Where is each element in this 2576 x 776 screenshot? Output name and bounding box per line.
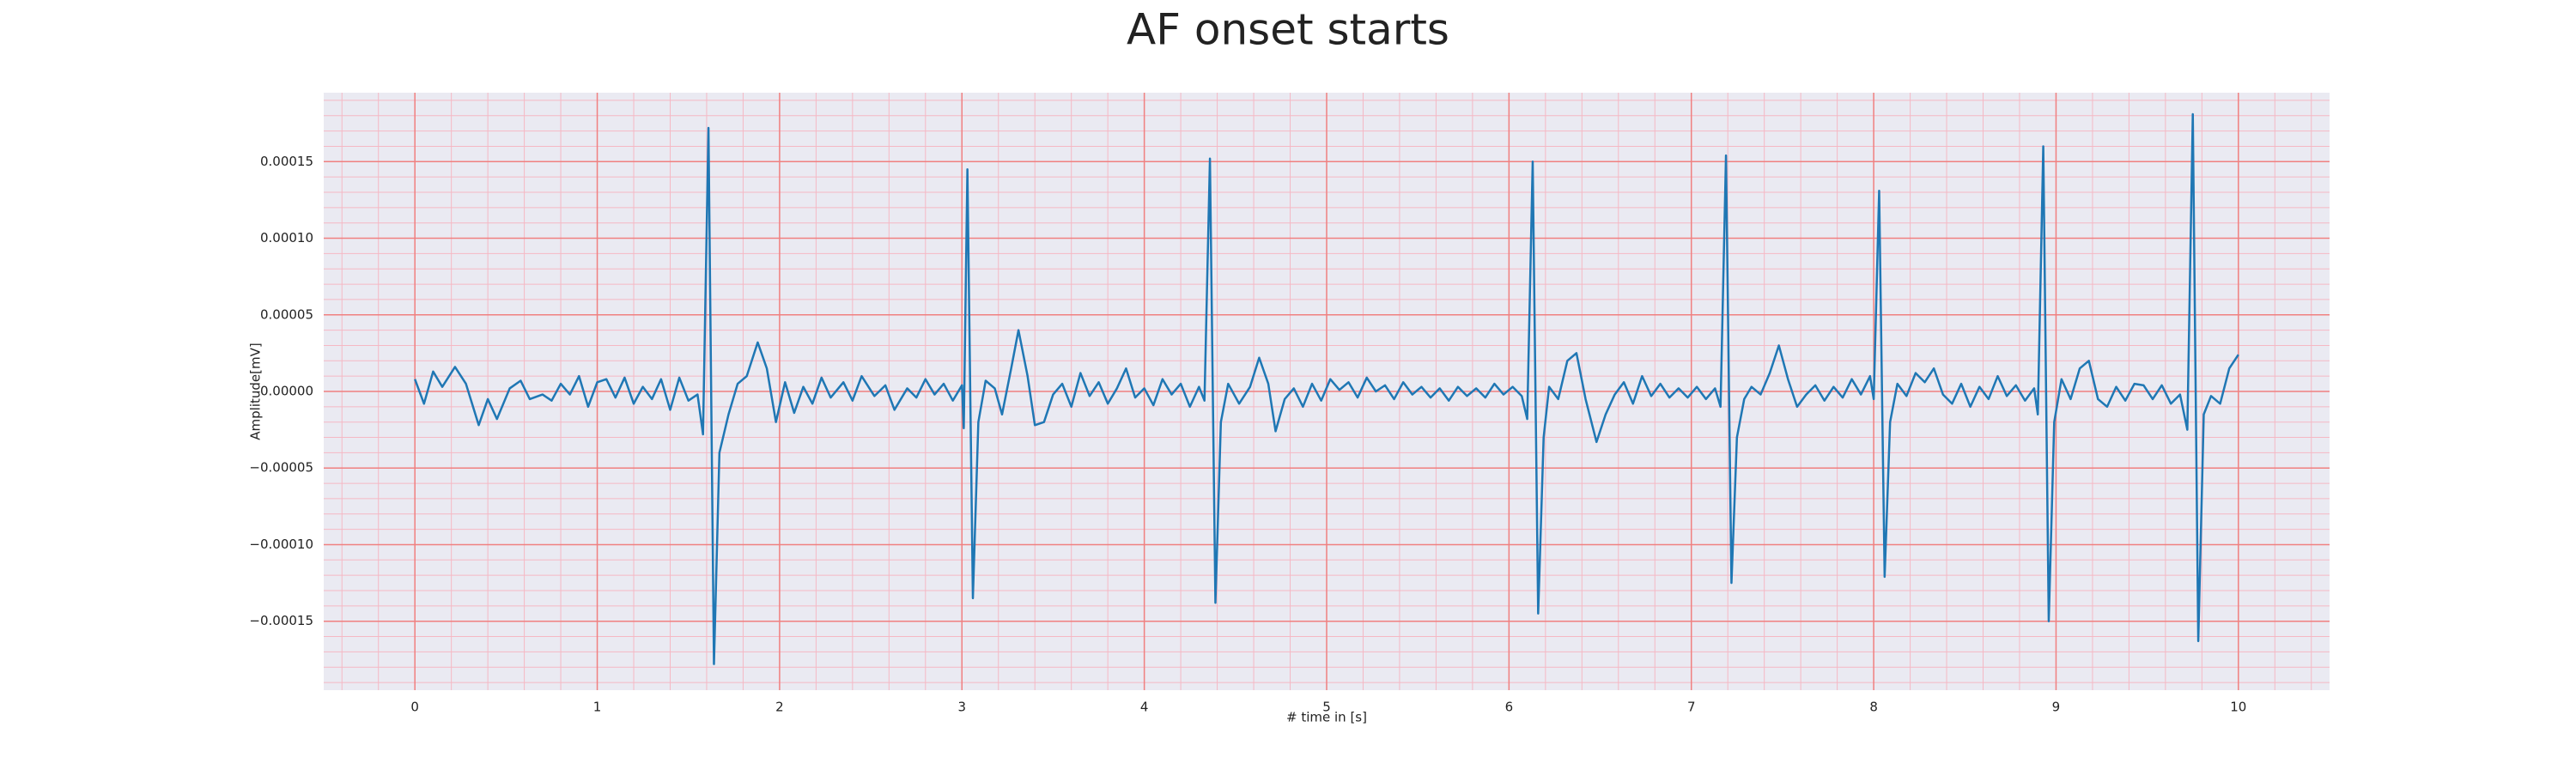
y-tick-label: −0.00015 bbox=[249, 613, 313, 628]
x-tick-label: 6 bbox=[1505, 700, 1514, 715]
x-tick-label: 1 bbox=[593, 700, 602, 715]
x-tick-label: 2 bbox=[775, 700, 784, 715]
x-tick-label: 7 bbox=[1687, 700, 1696, 715]
series-line bbox=[414, 112, 2239, 665]
y-axis-label: Amplitude[mV] bbox=[248, 343, 264, 440]
x-tick-label: 5 bbox=[1322, 700, 1331, 715]
x-tick-label: 10 bbox=[2230, 700, 2246, 715]
chart-title: AF onset starts bbox=[1127, 5, 1449, 55]
x-tick-label: 9 bbox=[2052, 700, 2061, 715]
y-tick-label: 0.00005 bbox=[260, 306, 313, 322]
x-tick-label: 8 bbox=[1869, 700, 1878, 715]
y-tick-label: −0.00005 bbox=[249, 460, 313, 476]
y-tick-label: −0.00010 bbox=[249, 537, 313, 552]
x-tick-label: 4 bbox=[1140, 700, 1149, 715]
y-tick-label: 0.00010 bbox=[260, 230, 313, 246]
y-tick-label: 0.00015 bbox=[260, 154, 313, 169]
x-axis-label: # time in [s] bbox=[1286, 710, 1367, 725]
x-tick-label: 3 bbox=[957, 700, 966, 715]
y-tick-label: 0.00000 bbox=[260, 384, 313, 399]
x-tick-label: 0 bbox=[410, 700, 419, 715]
